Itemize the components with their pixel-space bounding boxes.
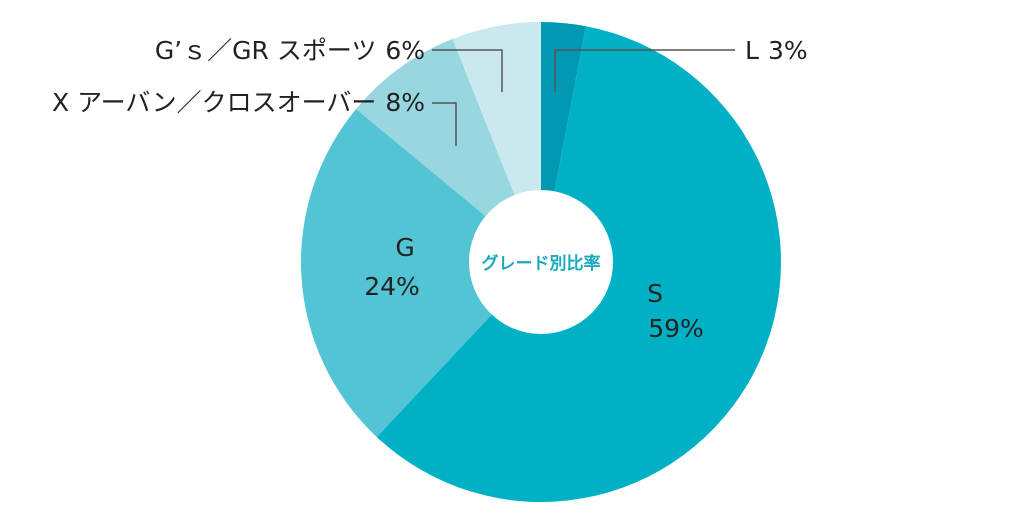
slice-label: X アーバン／クロスオーバー 8%: [52, 88, 425, 117]
leader-line: [432, 49, 503, 92]
slice-label: S: [647, 279, 663, 308]
chart-title: グレード別比率: [482, 253, 601, 274]
category-label: G: [395, 233, 414, 262]
value-label: 6%: [385, 36, 425, 65]
slice-label: L 3%: [745, 36, 808, 65]
slice: [356, 38, 541, 263]
donut-hole: [469, 190, 613, 334]
value-label: 3%: [768, 36, 808, 65]
slice-label: G: [395, 233, 414, 262]
category-label: S: [647, 279, 663, 308]
category-label: L: [745, 36, 759, 65]
value-label: 8%: [385, 88, 425, 117]
value-label: 24%: [364, 272, 420, 301]
slice: [300, 109, 541, 437]
category-label: X アーバン／クロスオーバー: [52, 88, 376, 117]
leader-line: [554, 49, 735, 92]
category-label: G’ｓ／GR スポーツ: [155, 36, 377, 65]
slice-label: G’ｓ／GR スポーツ 6%: [155, 36, 425, 65]
value-label: 59%: [648, 314, 704, 343]
leader-line: [432, 102, 457, 146]
